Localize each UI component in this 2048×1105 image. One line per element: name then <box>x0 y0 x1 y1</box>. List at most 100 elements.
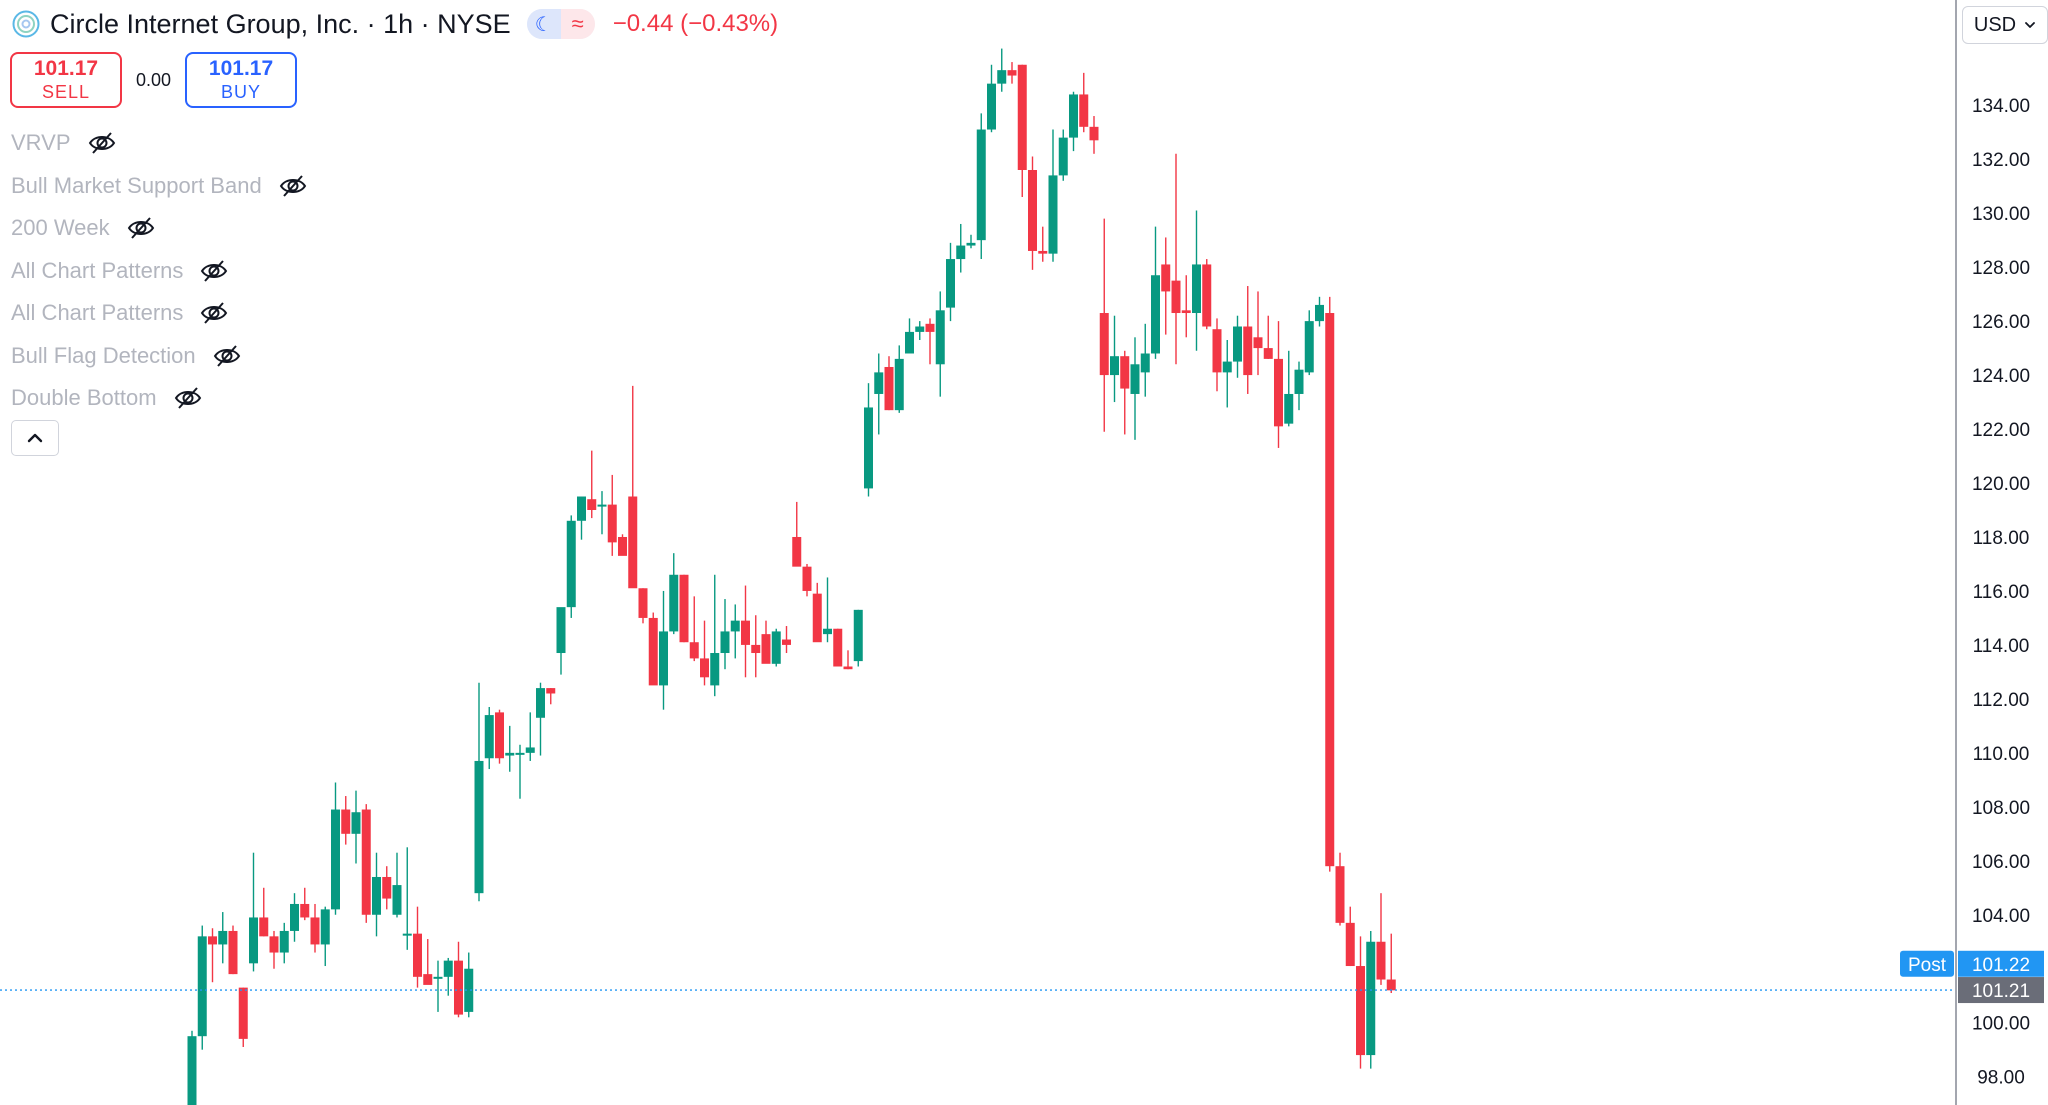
candle-body[interactable] <box>433 976 443 979</box>
symbol-title[interactable]: Circle Internet Group, Inc. · 1h · NYSE <box>50 8 511 39</box>
candle-body[interactable] <box>1099 313 1109 376</box>
candle-body[interactable] <box>648 617 658 686</box>
sell-button[interactable]: 101.17 SELL <box>10 52 122 108</box>
candle-body[interactable] <box>1007 70 1017 76</box>
candle-body[interactable] <box>1212 329 1222 373</box>
eye-off-icon[interactable] <box>199 298 229 328</box>
candle-body[interactable] <box>1294 369 1304 394</box>
candle-body[interactable] <box>331 809 340 910</box>
candle-body[interactable] <box>1058 137 1068 176</box>
candle-body[interactable] <box>966 242 976 246</box>
indicator-row-bull-market-support-band[interactable]: Bull Market Support Band <box>11 165 308 208</box>
candle-body[interactable] <box>843 666 853 670</box>
candle-body[interactable] <box>1253 337 1263 349</box>
candle-body[interactable] <box>392 885 402 915</box>
candle-body[interactable] <box>320 909 330 945</box>
candle-body[interactable] <box>997 70 1007 84</box>
candle-body[interactable] <box>279 930 289 953</box>
candle-body[interactable] <box>525 747 535 753</box>
session-status[interactable]: ☾ ≈ <box>526 9 595 39</box>
candle-body[interactable] <box>1017 64 1027 170</box>
candle-body[interactable] <box>341 809 351 834</box>
candle-body[interactable] <box>628 496 638 589</box>
candle-body[interactable] <box>792 536 802 567</box>
candle-body[interactable] <box>1048 175 1058 254</box>
candle-body[interactable] <box>925 323 935 332</box>
candle-body[interactable] <box>1366 941 1376 1056</box>
candle-body[interactable] <box>300 903 310 918</box>
circle-logo-icon[interactable] <box>12 10 40 38</box>
candle-body[interactable] <box>771 631 781 664</box>
candle-body[interactable] <box>1171 280 1181 314</box>
candle-body[interactable] <box>802 566 812 591</box>
candle-body[interactable] <box>1140 353 1150 373</box>
candle-body[interactable] <box>536 688 545 718</box>
candle-body[interactable] <box>566 520 576 608</box>
candle-body[interactable] <box>1243 326 1253 376</box>
candle-body[interactable] <box>1069 94 1078 138</box>
candle-body[interactable] <box>1325 313 1335 867</box>
candle-body[interactable] <box>187 1036 197 1105</box>
eye-off-icon[interactable] <box>87 128 117 158</box>
candle-body[interactable] <box>1233 326 1242 362</box>
candle-body[interactable] <box>515 752 525 755</box>
candle-body[interactable] <box>864 407 873 489</box>
eye-off-icon[interactable] <box>278 171 308 201</box>
candle-body[interactable] <box>659 631 668 686</box>
price-axis[interactable]: 98.00100.00102.00104.00106.00108.00110.0… <box>1972 96 2030 1088</box>
candle-body[interactable] <box>1284 393 1294 424</box>
candle-body[interactable] <box>679 574 689 643</box>
candle-body[interactable] <box>1161 264 1171 292</box>
candle-body[interactable] <box>1274 358 1283 427</box>
candle-body[interactable] <box>259 917 269 937</box>
candle-body[interactable] <box>1202 264 1212 327</box>
candle-body[interactable] <box>238 987 248 1039</box>
indicator-row-vrvp[interactable]: VRVP <box>11 122 308 165</box>
candle-body[interactable] <box>1120 356 1130 389</box>
candle-body[interactable] <box>751 644 761 654</box>
candle-body[interactable] <box>730 620 740 632</box>
candle-body[interactable] <box>1222 361 1232 373</box>
candle-body[interactable] <box>454 960 463 1015</box>
candle-body[interactable] <box>208 936 217 945</box>
candle-body[interactable] <box>546 688 556 694</box>
candle-body[interactable] <box>987 83 996 130</box>
candle-body[interactable] <box>812 593 822 643</box>
candle-body[interactable] <box>218 930 228 945</box>
candle-body[interactable] <box>1304 321 1314 373</box>
candle-body[interactable] <box>1089 126 1099 141</box>
candle-body[interactable] <box>249 917 258 964</box>
candle-body[interactable] <box>710 653 720 686</box>
candle-body[interactable] <box>1315 304 1324 322</box>
candle-body[interactable] <box>577 496 586 521</box>
candle-body[interactable] <box>484 715 494 759</box>
candle-body[interactable] <box>618 536 627 556</box>
candle-body[interactable] <box>720 631 730 654</box>
candle-body[interactable] <box>423 974 433 985</box>
candle-body[interactable] <box>956 245 966 260</box>
candle-body[interactable] <box>1376 941 1386 980</box>
candle-body[interactable] <box>351 812 361 834</box>
candle-body[interactable] <box>700 658 709 678</box>
candle-body[interactable] <box>228 930 238 975</box>
candle-body[interactable] <box>1038 250 1048 254</box>
candle-body[interactable] <box>382 876 392 899</box>
candle-body[interactable] <box>1356 966 1365 1056</box>
candle-body[interactable] <box>402 933 412 936</box>
candle-body[interactable] <box>505 752 515 756</box>
candle-body[interactable] <box>495 712 504 759</box>
candle-body[interactable] <box>741 620 750 645</box>
candle-body[interactable] <box>1181 310 1191 314</box>
eye-off-icon[interactable] <box>199 256 229 286</box>
indicator-row-all-chart-patterns[interactable]: All Chart Patterns <box>11 250 308 293</box>
candle-body[interactable] <box>607 504 617 543</box>
candle-body[interactable] <box>474 760 484 894</box>
candle-body[interactable] <box>310 917 320 945</box>
candle-body[interactable] <box>556 607 566 654</box>
indicator-row-bull-flag-detection[interactable]: Bull Flag Detection <box>11 335 308 378</box>
candle-body[interactable] <box>935 310 945 365</box>
candle-body[interactable] <box>669 574 679 632</box>
candle-body[interactable] <box>823 628 832 635</box>
candle-body[interactable] <box>1192 264 1201 314</box>
